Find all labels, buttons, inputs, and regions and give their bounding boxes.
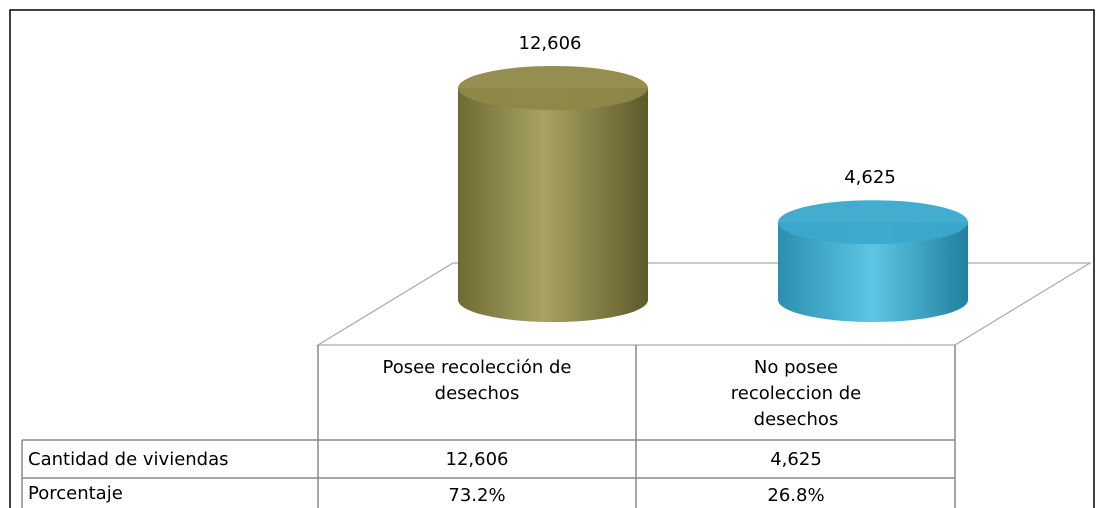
category-line: desechos xyxy=(754,409,839,430)
row-label: Cantidad de viviendas xyxy=(28,449,229,470)
cylinder xyxy=(458,66,648,322)
category-line: Posee recolección de xyxy=(383,357,572,378)
category-line: recoleccion de xyxy=(731,383,862,404)
table-lines xyxy=(21,345,956,508)
cylinder xyxy=(778,200,968,322)
table-cell: 73.2% xyxy=(448,485,505,506)
cylinder-body xyxy=(458,88,648,322)
frame xyxy=(9,9,1095,508)
cylinder-top xyxy=(778,200,968,245)
cylinder-body xyxy=(778,222,968,322)
table-cell: 26.8% xyxy=(767,485,824,506)
table-cell: 12,606 xyxy=(446,449,509,470)
floor xyxy=(315,262,1093,346)
category-line: desechos xyxy=(435,383,520,404)
row-label: Porcentaje xyxy=(28,483,123,504)
table-cell: 4,625 xyxy=(770,449,822,470)
value-label: 12,606 xyxy=(519,33,582,54)
category-label: Posee recolección de desechos xyxy=(383,357,572,404)
category-line: No posee xyxy=(754,357,838,378)
category-label: No posee recoleccion de desechos xyxy=(731,357,862,430)
value-label: 4,625 xyxy=(844,167,896,188)
cylinder-top xyxy=(458,66,648,110)
